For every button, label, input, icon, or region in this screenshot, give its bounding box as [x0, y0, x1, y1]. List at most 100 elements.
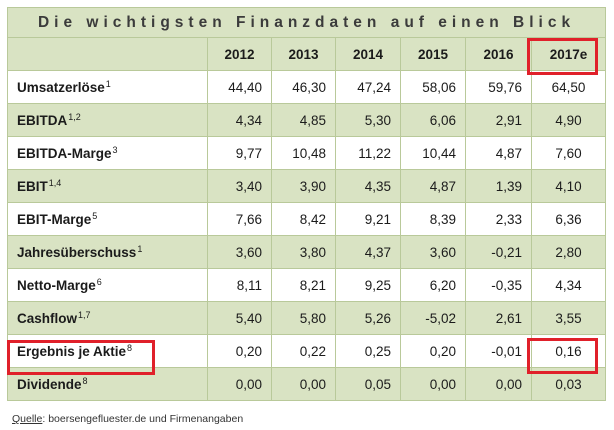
table-row: Dividende8 0,00 0,00 0,05 0,00 0,00 0,03: [7, 367, 607, 401]
value-cell: 2,61: [465, 301, 532, 335]
row-label: Dividende8: [7, 367, 208, 401]
value-cell: 1,39: [465, 169, 532, 203]
source-text: : boersengefluester.de und Firmenangaben: [42, 413, 244, 425]
value-cell: 3,40: [207, 169, 272, 203]
table-row: Umsatzerlöse1 44,40 46,30 47,24 58,06 59,76 64…: [7, 70, 607, 104]
table-title: Die wichtigsten Finanzdaten auf einen Bl…: [6, 7, 607, 38]
row-label: EBIT1,4: [7, 169, 208, 203]
row-label: Netto-Marge6: [7, 268, 208, 302]
row-label-text: Dividende: [17, 377, 82, 392]
value-cell: 4,34: [207, 103, 272, 137]
row-label: Umsatzerlöse1: [7, 70, 208, 104]
table-row: EBITDA1,2 4,34 4,85 5,30 6,06 2,91 4,90: [7, 103, 607, 137]
footnote-marker: 8: [127, 343, 133, 353]
value-cell: 3,80: [271, 235, 336, 269]
value-cell: 0,25: [335, 334, 401, 368]
value-cell: 3,55: [530, 301, 607, 335]
row-label: EBIT-Marge5: [7, 202, 208, 236]
value-cell: 4,87: [400, 169, 466, 203]
value-cell: 2,33: [465, 202, 532, 236]
row-label-text: Ergebnis je Aktie: [17, 344, 127, 359]
row-label-text: Jahresüberschuss: [17, 245, 137, 260]
value-cell: 0,03: [530, 367, 607, 401]
value-cell: 8,11: [207, 268, 272, 302]
row-label-text: EBITDA: [17, 113, 68, 128]
year-header-2016: 2016: [465, 37, 532, 71]
table-row: Jahresüberschuss1 3,60 3,80 4,37 3,60 -0,21 2,…: [7, 235, 607, 269]
value-cell: 0,00: [465, 367, 532, 401]
row-label-text: EBIT-Marge: [17, 212, 92, 227]
value-cell: 7,66: [207, 202, 272, 236]
row-label: EBITDA-Marge3: [7, 136, 208, 170]
year-header-2017e: 2017e: [530, 37, 607, 71]
value-cell: 5,30: [335, 103, 401, 137]
value-cell: 4,37: [335, 235, 401, 269]
value-cell: 11,22: [335, 136, 401, 170]
value-cell: 6,36: [530, 202, 607, 236]
row-label-text: Umsatzerlöse: [17, 80, 105, 95]
value-cell: 9,25: [335, 268, 401, 302]
value-cell: 10,44: [400, 136, 466, 170]
value-cell: 3,60: [400, 235, 466, 269]
table-row: EBITDA-Marge3 9,77 10,48 11,22 10,44 4,87 7,60: [7, 136, 607, 170]
year-header-2014: 2014: [335, 37, 401, 71]
value-cell: 2,91: [465, 103, 532, 137]
value-cell: 4,10: [530, 169, 607, 203]
value-cell: 8,42: [271, 202, 336, 236]
row-label: EBITDA1,2: [7, 103, 208, 137]
table-row: Ergebnis je Aktie8 0,20 0,22 0,25 0,20 -0,01 0…: [7, 334, 607, 368]
value-cell: 59,76: [465, 70, 532, 104]
table-row: Cashflow1,7 5,40 5,80 5,26 -5,02 2,61 3,55: [7, 301, 607, 335]
value-cell: 3,60: [207, 235, 272, 269]
value-cell: -5,02: [400, 301, 466, 335]
value-cell: 6,06: [400, 103, 466, 137]
value-cell: 9,77: [207, 136, 272, 170]
row-label-text: Netto-Marge: [17, 278, 96, 293]
value-cell: 5,40: [207, 301, 272, 335]
value-cell: 0,00: [400, 367, 466, 401]
value-cell: 5,80: [271, 301, 336, 335]
table-row: EBIT-Marge5 7,66 8,42 9,21 8,39 2,33 6,36: [7, 202, 607, 236]
footnote-marker: 1,7: [78, 310, 91, 320]
header-blank-cell: [7, 37, 208, 71]
value-cell: 64,50: [530, 70, 607, 104]
table-row: Netto-Marge6 8,11 8,21 9,25 6,20 -0,35 4,34: [7, 268, 607, 302]
row-label-text: EBIT: [17, 179, 48, 194]
value-cell: 0,22: [271, 334, 336, 368]
value-cell: 4,85: [271, 103, 336, 137]
value-cell: 46,30: [271, 70, 336, 104]
footnote-marker: 1,2: [68, 112, 81, 122]
value-cell: 0,00: [271, 367, 336, 401]
row-label: Ergebnis je Aktie8: [7, 334, 208, 368]
row-label-text: EBITDA-Marge: [17, 146, 112, 161]
year-header-2013: 2013: [271, 37, 336, 71]
value-cell: 4,35: [335, 169, 401, 203]
value-cell: 6,20: [400, 268, 466, 302]
value-cell: 8,21: [271, 268, 336, 302]
footnote-marker: 6: [96, 277, 102, 287]
table-row: EBIT1,4 3,40 3,90 4,35 4,87 1,39 4,10: [7, 169, 607, 203]
value-cell: 47,24: [335, 70, 401, 104]
value-cell: 4,87: [465, 136, 532, 170]
value-cell: 4,34: [530, 268, 607, 302]
value-cell: 7,60: [530, 136, 607, 170]
value-cell: -0,35: [465, 268, 532, 302]
table-body: Umsatzerlöse1 44,40 46,30 47,24 58,06 59,76 64…: [7, 70, 607, 401]
value-cell: 0,16: [530, 334, 607, 368]
footnote-marker: 8: [82, 376, 88, 386]
value-cell: 2,80: [530, 235, 607, 269]
year-header-row: 2012 2013 2014 2015 2016 2017e: [7, 37, 607, 71]
value-cell: 0,05: [335, 367, 401, 401]
value-cell: 0,20: [207, 334, 272, 368]
value-cell: 8,39: [400, 202, 466, 236]
value-cell: -0,01: [465, 334, 532, 368]
value-cell: -0,21: [465, 235, 532, 269]
value-cell: 0,20: [400, 334, 466, 368]
financial-table-container: Die wichtigsten Finanzdaten auf einen Bl…: [6, 7, 607, 401]
row-label: Cashflow1,7: [7, 301, 208, 335]
value-cell: 58,06: [400, 70, 466, 104]
source-label: Quelle: [12, 413, 43, 425]
year-header-2015: 2015: [400, 37, 466, 71]
row-label: Jahresüberschuss1: [7, 235, 208, 269]
year-header-2012: 2012: [207, 37, 272, 71]
